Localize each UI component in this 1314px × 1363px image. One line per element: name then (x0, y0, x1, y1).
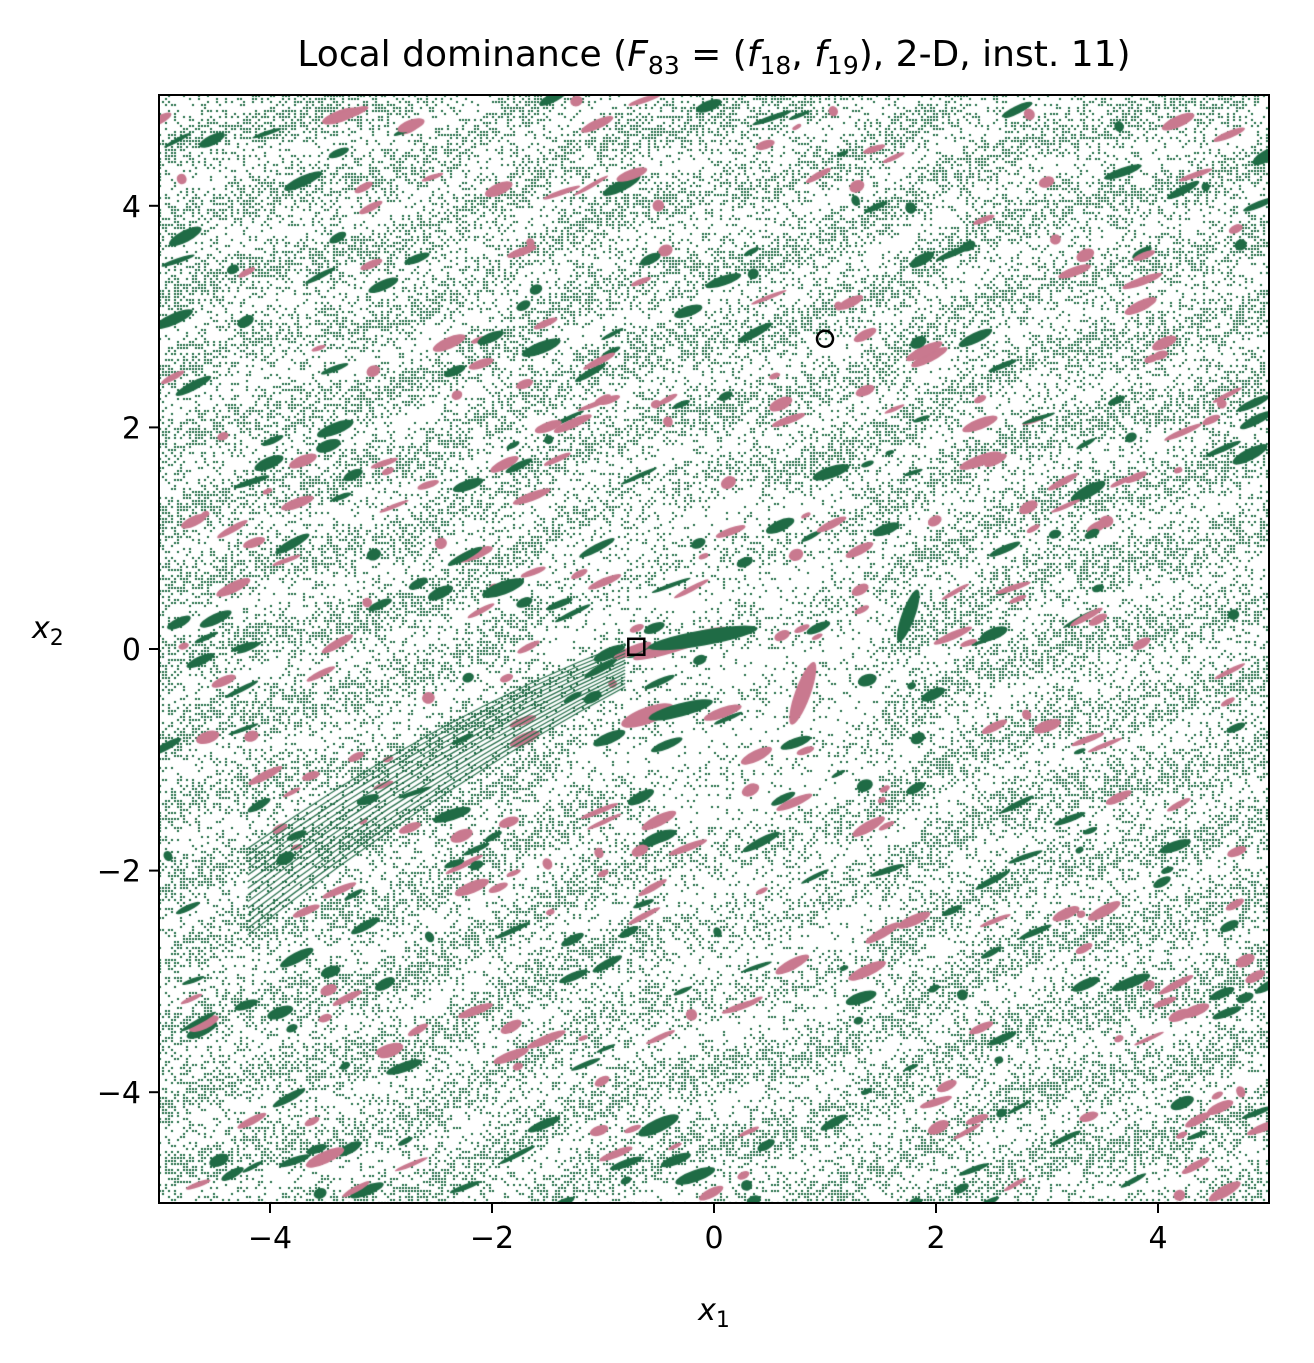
tick-layer: −4 −2 0 2 4 −4 −2 0 2 4 (97, 190, 1168, 1256)
y-tick-label: 0 (122, 633, 141, 668)
x-axis-label-base: x (697, 1293, 716, 1328)
heatmap-raster (159, 95, 1269, 1203)
marker-layer (627, 329, 835, 657)
title-pre: Local dominance ( (297, 34, 627, 75)
title-F: F (627, 34, 649, 75)
optimum-square (627, 637, 646, 657)
x-tick-label: −4 (248, 1221, 292, 1256)
x-tick-label: −2 (470, 1221, 514, 1256)
title-f2-sub: 19 (827, 51, 859, 80)
y-tick-label: −4 (97, 1076, 141, 1111)
dominance-heatmap (159, 95, 1269, 1203)
optimum-circle (815, 329, 835, 349)
title-F-sub: 83 (648, 51, 680, 80)
y-tick-label: −2 (97, 855, 141, 890)
x-axis-label: x1 (697, 1293, 730, 1333)
y-axis-label: x2 (31, 611, 64, 651)
x-tick-label: 0 (704, 1221, 723, 1256)
y-axis-label-base: x (31, 611, 50, 646)
x-axis-label-sub: 1 (716, 1308, 730, 1333)
title-f1-sub: 18 (760, 51, 792, 80)
title-post: ), 2-D, inst. 11) (859, 34, 1131, 75)
x-tick-label: 2 (926, 1221, 945, 1256)
x-tick-label: 4 (1148, 1221, 1167, 1256)
title-eq: = ( (680, 34, 747, 75)
y-tick-label: 4 (122, 190, 141, 225)
chart-title: Local dominance (F83 = (f18, f19), 2-D, … (297, 34, 1130, 80)
title-comma: , (791, 34, 814, 75)
y-axis-label-sub: 2 (50, 626, 64, 651)
y-tick-label: 2 (122, 411, 141, 446)
